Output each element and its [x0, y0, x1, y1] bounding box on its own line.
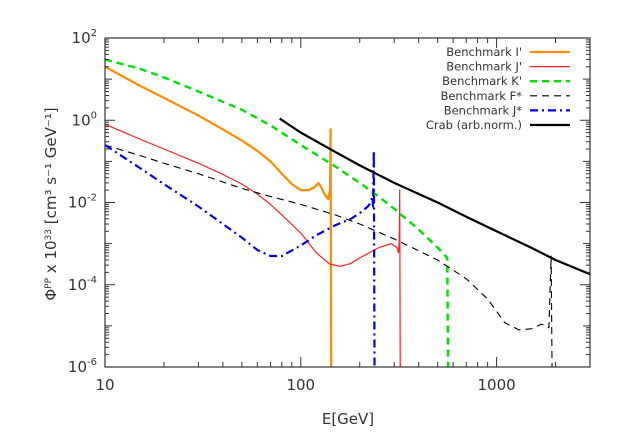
- series-line-2: [105, 58, 450, 367]
- series-line-4: [105, 144, 376, 367]
- x-tick-label: 10: [95, 376, 114, 394]
- legend-label-5: Crab (arb.norm.): [426, 118, 522, 132]
- x-tick-label: 1000: [477, 376, 515, 394]
- legend: Benchmark I'Benchmark J'Benchmark K'Benc…: [426, 45, 570, 132]
- y-axis-label-units: [cm³ s⁻¹ GeV⁻¹]: [42, 107, 60, 229]
- series-line-3: [105, 144, 553, 367]
- series-line-1: [105, 123, 401, 367]
- ticks: [104, 37, 591, 368]
- x-axis-label: E[GeV]: [322, 410, 374, 428]
- x-tick-label: 100: [286, 376, 315, 394]
- y-axis-label: ΦPP x 1033 [cm³ s⁻¹ GeV⁻¹]: [42, 107, 60, 300]
- y-tick-label: 10-4: [68, 275, 97, 294]
- y-tick-label: 10-2: [68, 193, 97, 212]
- y-axis-label-main: Φ: [42, 289, 60, 301]
- tick-labels: 10 100 1000 10-6 10-4 10-2 100 102: [68, 28, 516, 394]
- y-tick-label: 102: [72, 28, 97, 47]
- legend-label-4: Benchmark J*: [444, 103, 523, 117]
- y-tick-label: 100: [72, 110, 97, 129]
- y-axis-label-exp: 33: [44, 229, 54, 240]
- y-axis-label-mid: x 10: [42, 240, 60, 278]
- series-layer: [105, 58, 590, 367]
- legend-label-1: Benchmark J': [446, 60, 522, 74]
- legend-label-0: Benchmark I': [446, 45, 522, 59]
- series-line-5: [279, 117, 590, 276]
- y-tick-label: 10-6: [68, 357, 97, 376]
- series-line-0: [105, 65, 333, 367]
- legend-label-3: Benchmark F*: [440, 89, 522, 103]
- y-axis-label-sup: PP: [44, 277, 54, 288]
- legend-label-2: Benchmark K': [442, 74, 522, 88]
